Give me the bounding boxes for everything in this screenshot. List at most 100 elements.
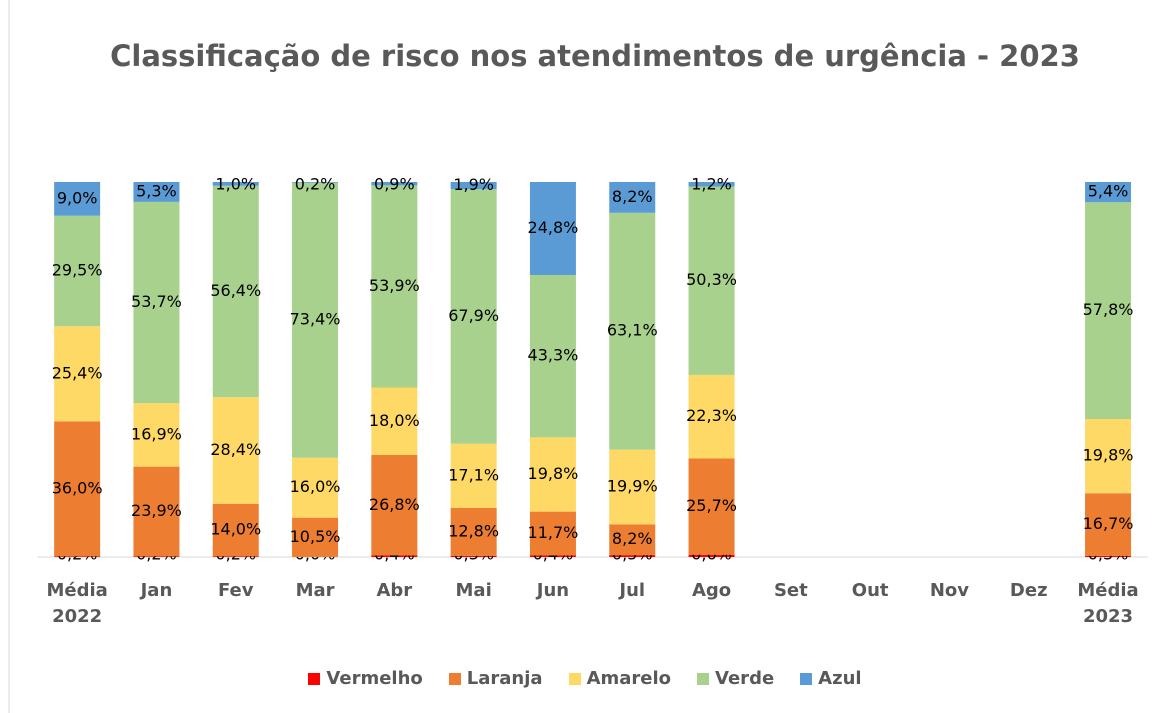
bar-segment [371, 555, 418, 557]
bar-segment [529, 182, 576, 275]
data-label: 36,0% [52, 478, 103, 497]
x-tick-label: Dez [1009, 580, 1048, 601]
data-label: 5,4% [1088, 182, 1129, 201]
data-label: 16,9% [131, 424, 182, 443]
bar-segment [1085, 202, 1132, 419]
bar-segment [292, 517, 339, 557]
x-tick-label: Out [851, 580, 889, 601]
bar-segment [212, 185, 259, 398]
data-label: 1,2% [691, 175, 732, 194]
x-tick-label: Nov [929, 580, 970, 601]
bar-segment [1085, 182, 1132, 203]
bar-segment [54, 556, 101, 557]
bar-segment [688, 374, 735, 459]
data-label: 10,5% [290, 527, 341, 546]
bar-segment [292, 182, 339, 183]
bar-segment [54, 182, 101, 216]
bar-segment [450, 443, 497, 508]
data-label: 67,9% [448, 306, 499, 325]
bar-segment [529, 511, 576, 556]
bar-segment [54, 326, 101, 422]
bar-segment [529, 275, 576, 438]
data-label: 0,2% [295, 175, 336, 194]
bar-segment [292, 457, 339, 518]
bar-segment [450, 182, 497, 190]
bar-segment [133, 403, 180, 467]
x-tick-label: Jan [140, 580, 173, 601]
data-label: 19,8% [1083, 446, 1134, 465]
x-tick-label: Jun [536, 580, 570, 601]
data-label: 16,0% [290, 477, 341, 496]
data-label: 26,8% [369, 495, 420, 514]
legend-item: Amarelo [568, 668, 671, 689]
legend-item: Verde [697, 668, 774, 689]
bar-segment [1085, 419, 1132, 494]
bar-segment [529, 555, 576, 557]
data-label: 53,9% [369, 276, 420, 295]
data-label: 11,7% [528, 523, 579, 542]
legend-item: Laranja [448, 668, 543, 689]
bar-segment [371, 387, 418, 455]
bar-segment [212, 503, 259, 557]
data-label: 12,8% [448, 521, 499, 540]
data-label: 63,1% [607, 321, 658, 340]
data-label: 73,4% [290, 310, 341, 329]
bar-segment [1085, 493, 1132, 556]
data-label: 19,9% [607, 476, 658, 495]
data-label: 1,9% [453, 175, 494, 194]
bar-segment [609, 449, 656, 525]
bar-segment [609, 555, 656, 557]
bar-segment [133, 556, 180, 557]
legend-label: Verde [715, 668, 775, 689]
legend-swatch [308, 672, 321, 685]
chart-border [8, 0, 10, 713]
data-label: 22,3% [686, 406, 737, 425]
bar-segment [609, 212, 656, 450]
bar-segment [54, 421, 101, 557]
bar-segment [371, 182, 418, 186]
data-label: 18,0% [369, 411, 420, 430]
data-label: 0,9% [374, 175, 415, 194]
data-label: 43,3% [528, 346, 579, 365]
x-tick-label: Mar [295, 580, 335, 601]
bar-segment [371, 455, 418, 556]
x-tick-label: Abr [376, 580, 413, 601]
bar-segment [212, 556, 259, 557]
legend-label: Laranja [466, 668, 543, 689]
bar-segment [133, 466, 180, 557]
data-label: 8,2% [612, 529, 653, 548]
data-label: 19,8% [528, 464, 579, 483]
legend-label: Vermelho [326, 668, 423, 689]
data-label: 25,4% [52, 363, 103, 382]
bar-segment [688, 554, 735, 557]
bar-segment [529, 437, 576, 512]
data-label: 28,4% [210, 440, 261, 459]
legend-swatch [800, 672, 813, 685]
x-tick-label: Média 2023 [1077, 580, 1139, 627]
data-label: 24,8% [528, 218, 579, 237]
legend-item: Azul [800, 668, 862, 689]
bar-segment [609, 182, 656, 213]
data-label: 17,1% [448, 465, 499, 484]
data-label: 5,3% [136, 181, 177, 200]
bar-segment [54, 215, 101, 327]
bar-segment [133, 201, 180, 404]
legend-item: Vermelho [308, 668, 423, 689]
bar-segment [212, 182, 259, 186]
bar-segment [1085, 555, 1132, 557]
data-label: 57,8% [1083, 300, 1134, 319]
data-label: 14,0% [210, 520, 261, 539]
legend-swatch [697, 672, 710, 685]
bar-segment [688, 182, 735, 187]
data-label: 1,0% [215, 175, 256, 194]
x-tick-label: Set [773, 580, 808, 601]
bar-segment [609, 524, 656, 556]
bar-segment [688, 186, 735, 375]
bar-segment [450, 507, 497, 556]
data-label: 53,7% [131, 292, 182, 311]
bar-segment [450, 555, 497, 557]
data-label: 56,4% [210, 281, 261, 300]
data-label: 9,0% [57, 188, 98, 207]
data-label: 16,7% [1083, 514, 1134, 533]
